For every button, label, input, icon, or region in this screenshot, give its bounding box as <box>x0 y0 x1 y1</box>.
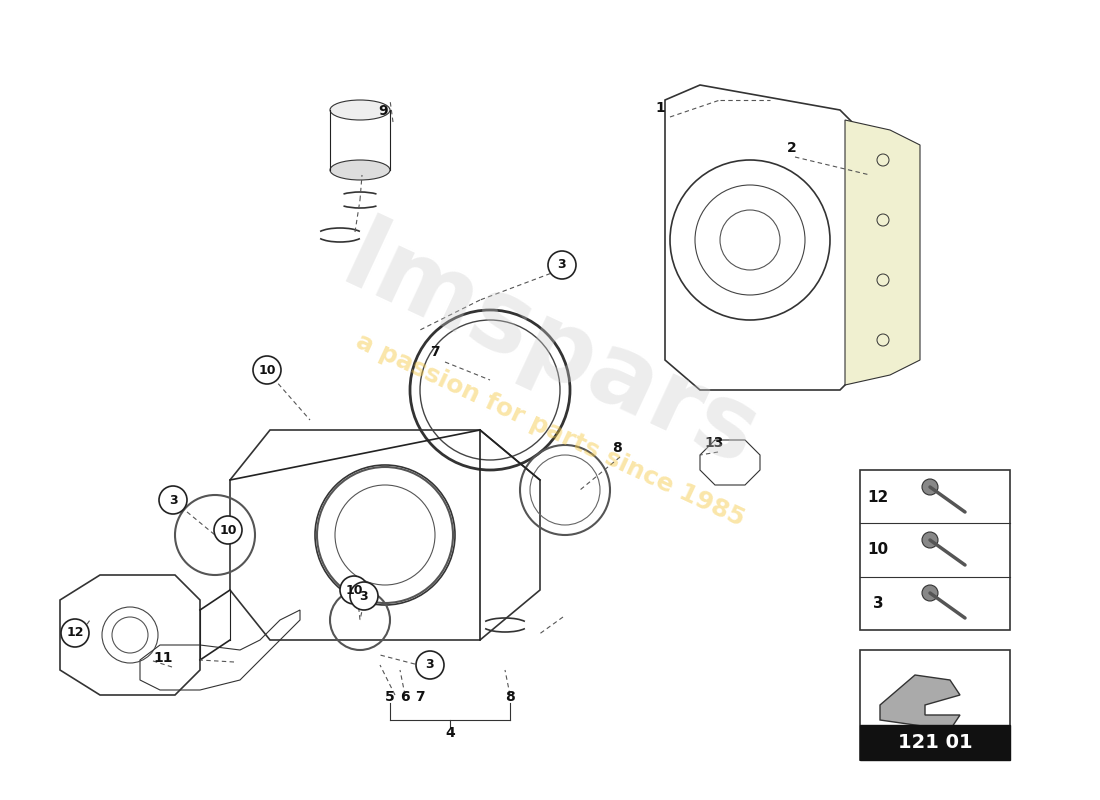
Text: 3: 3 <box>872 595 883 610</box>
Text: 13: 13 <box>704 436 724 450</box>
Text: 2: 2 <box>788 141 796 155</box>
Text: 5: 5 <box>385 690 395 704</box>
Ellipse shape <box>330 160 390 180</box>
Circle shape <box>253 356 280 384</box>
Circle shape <box>350 582 378 610</box>
Text: 3: 3 <box>360 590 368 602</box>
Text: 7: 7 <box>415 690 425 704</box>
Polygon shape <box>845 120 920 385</box>
Circle shape <box>922 585 938 601</box>
Text: 11: 11 <box>153 651 173 665</box>
Text: 8: 8 <box>612 441 621 455</box>
Text: 3: 3 <box>168 494 177 506</box>
Text: 7: 7 <box>430 345 440 359</box>
Text: 10: 10 <box>258 363 276 377</box>
Circle shape <box>340 576 368 604</box>
Text: 3: 3 <box>426 658 434 671</box>
Circle shape <box>922 479 938 495</box>
Bar <box>860 650 1010 760</box>
Text: 8: 8 <box>505 690 515 704</box>
Circle shape <box>416 651 444 679</box>
Ellipse shape <box>330 100 390 120</box>
Circle shape <box>922 532 938 548</box>
Text: 1: 1 <box>656 101 664 115</box>
Bar <box>860 470 1010 630</box>
Text: 3: 3 <box>558 258 566 271</box>
Text: 12: 12 <box>868 490 889 505</box>
Text: 4: 4 <box>446 726 455 740</box>
Text: 10: 10 <box>345 583 363 597</box>
Circle shape <box>548 251 576 279</box>
Text: 6: 6 <box>400 690 410 704</box>
Text: 10: 10 <box>868 542 889 558</box>
Circle shape <box>60 619 89 647</box>
Text: 9: 9 <box>378 104 388 118</box>
Text: 10: 10 <box>219 523 236 537</box>
Polygon shape <box>880 675 960 730</box>
Bar <box>860 725 1010 760</box>
Text: 121 01: 121 01 <box>898 734 972 753</box>
Circle shape <box>214 516 242 544</box>
Circle shape <box>160 486 187 514</box>
Text: lmspars: lmspars <box>328 212 772 488</box>
Text: 12: 12 <box>66 626 84 639</box>
Text: a passion for parts since 1985: a passion for parts since 1985 <box>352 329 748 531</box>
